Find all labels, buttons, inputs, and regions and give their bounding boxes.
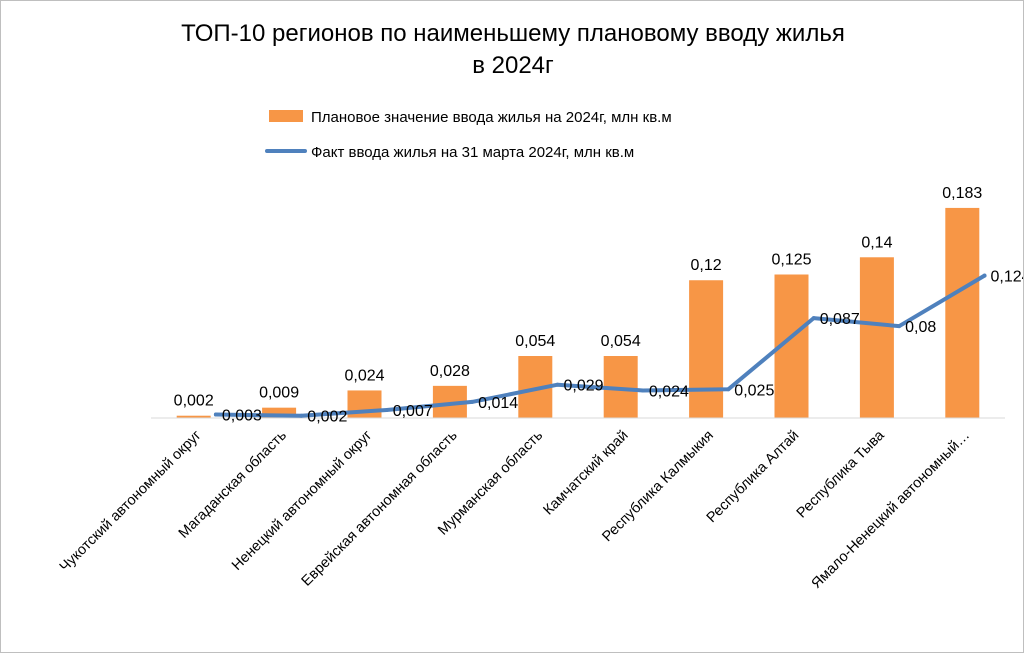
bar-label-4: 0,028 [430, 363, 470, 380]
category-label-1: Чукотский автономный округ [57, 428, 205, 576]
bar-label-1: 0,002 [174, 393, 214, 410]
legend-bar-swatch [269, 110, 303, 122]
line-data-labels: 0,003 0,002 0,007 0,014 0,029 0,024 0,025 0,087… [222, 269, 1023, 426]
bar-label-8: 0,125 [771, 252, 811, 269]
bar-2 [262, 407, 297, 418]
bar-7 [689, 280, 724, 418]
line-label-1: 0,003 [222, 408, 262, 425]
line-label-4: 0,014 [478, 395, 518, 412]
bar-label-6: 0,054 [601, 333, 641, 350]
line-label-6: 0,024 [649, 383, 689, 400]
line-label-8: 0,087 [820, 311, 860, 328]
line-series [213, 273, 987, 418]
line-label-10: 0,124 [991, 269, 1023, 286]
bar-label-2: 0,009 [259, 385, 299, 402]
bar-10 [945, 207, 980, 418]
chart-title-line-1: ТОП-10 регионов по наименьшему плановому… [181, 20, 845, 47]
bar-9 [859, 257, 894, 418]
line-path [213, 273, 987, 418]
bar-data-labels: 0,002 0,009 0,024 0,028 0,054 0,054 0,12 0,125 0… [174, 185, 983, 410]
chart-title-line-2: в 2024г [472, 52, 554, 79]
bar-label-5: 0,054 [515, 333, 555, 350]
legend-bar-label: Плановое значение ввода жилья на 2024г, … [311, 109, 672, 126]
line-point-4 [470, 399, 475, 404]
line-point-3 [384, 407, 389, 412]
category-label-4: Еврейская автономная область [299, 428, 461, 590]
line-label-2: 0,002 [307, 409, 347, 426]
line-label-5: 0,029 [564, 378, 604, 395]
bar-label-7: 0,12 [691, 257, 722, 274]
line-point-2 [299, 413, 304, 418]
bar-label-9: 0,14 [861, 234, 892, 251]
line-point-7 [726, 387, 731, 392]
line-point-10 [982, 273, 987, 278]
bar-1 [176, 415, 211, 418]
bar-label-3: 0,024 [344, 367, 384, 384]
category-label-3: Ненецкий автономный округ [229, 428, 375, 574]
bar-label-10: 0,183 [942, 185, 982, 202]
category-label-10: Ямало-Ненецкий автономный… [809, 428, 973, 592]
line-point-1 [213, 412, 218, 417]
category-label-6: Камчатский край [541, 428, 632, 519]
line-label-7: 0,025 [734, 382, 774, 399]
line-point-6 [640, 388, 645, 393]
category-label-8: Республика Алтай [704, 428, 803, 527]
line-label-9: 0,08 [905, 319, 936, 336]
line-point-9 [897, 324, 902, 329]
category-label-9: Республика Тыва [794, 427, 889, 522]
line-point-8 [811, 316, 816, 321]
legend-line-label: Факт ввода жилья на 31 марта 2024г, млн … [311, 144, 634, 161]
line-point-5 [555, 382, 560, 387]
line-label-3: 0,007 [393, 403, 433, 420]
